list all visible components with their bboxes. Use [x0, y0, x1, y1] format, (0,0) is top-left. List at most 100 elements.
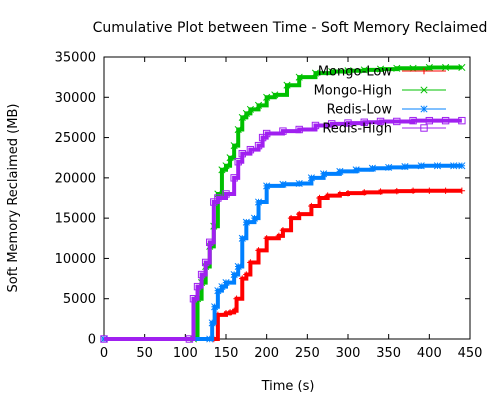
- data-point: [210, 198, 218, 206]
- data-point: [211, 303, 219, 311]
- data-point: [239, 275, 246, 282]
- data-point: [234, 262, 242, 271]
- x-axis: 0 50 100 150 200 250 300 350 400 450: [100, 57, 483, 361]
- data-point: [283, 81, 291, 89]
- data-point: [376, 65, 385, 73]
- data-point: [296, 210, 303, 218]
- legend-item: Mongo-High: [314, 84, 446, 99]
- data-point: [185, 335, 194, 343]
- data-point: [246, 105, 254, 113]
- x-tick-label: 350: [376, 346, 401, 361]
- data-point: [238, 149, 246, 158]
- data-point: [441, 116, 450, 125]
- data-point: [324, 192, 331, 199]
- data-point: [377, 188, 384, 195]
- data-point: [361, 189, 368, 196]
- data-point: [271, 91, 279, 99]
- data-point: [425, 116, 434, 125]
- data-point: [222, 279, 230, 287]
- data-point: [233, 295, 240, 302]
- data-point: [197, 270, 206, 279]
- data-point: [230, 174, 238, 182]
- x-tick-label: 300: [336, 346, 361, 361]
- x-tick-label: 250: [295, 346, 320, 361]
- data-point: [336, 190, 344, 198]
- data-point: [336, 167, 344, 175]
- data-point: [230, 307, 238, 314]
- data-point: [368, 164, 376, 172]
- data-point: [450, 162, 458, 170]
- plot-area: [103, 56, 471, 340]
- data-point: [246, 145, 255, 154]
- data-point: [458, 63, 466, 72]
- legend-item: Redis-High: [322, 122, 446, 137]
- data-point: [208, 319, 216, 327]
- chart-title: Cumulative Plot between Time - Soft Memo…: [93, 20, 488, 36]
- data-point: [279, 180, 287, 188]
- x-tick-label: 400: [417, 346, 442, 361]
- y-tick-label: 25000: [55, 131, 96, 146]
- series-layer: [100, 63, 466, 343]
- data-point: [458, 162, 466, 170]
- data-point: [295, 179, 303, 188]
- legend-item: Redis-Low: [327, 103, 446, 118]
- data-point: [230, 270, 238, 279]
- data-point: [254, 141, 263, 150]
- data-point: [385, 163, 393, 171]
- data-point: [287, 214, 295, 222]
- data-point: [234, 158, 242, 166]
- legend-label: Redis-Low: [327, 103, 393, 118]
- data-point: [311, 121, 320, 130]
- data-point: [360, 66, 368, 74]
- y-tick-label: 20000: [55, 171, 96, 186]
- data-point: [425, 63, 433, 72]
- y-tick-label: 5000: [63, 292, 96, 307]
- data-point: [344, 119, 352, 127]
- data-point: [279, 127, 287, 135]
- data-point: [458, 187, 466, 194]
- data-point: [344, 189, 352, 197]
- data-point: [254, 198, 263, 206]
- series-line: [104, 118, 462, 341]
- data-point: [393, 64, 401, 72]
- data-point: [409, 187, 417, 194]
- x-tick-label: 450: [458, 346, 483, 361]
- x-tick-label: 50: [136, 346, 153, 361]
- y-axis-label: Soft Memory Reclaimed (MB): [6, 104, 21, 293]
- y-tick-label: 35000: [55, 51, 96, 66]
- x-tick-label: 100: [173, 346, 198, 361]
- legend-item: Mongo-Low: [318, 65, 446, 80]
- data-point: [328, 67, 336, 76]
- data-point: [226, 309, 234, 316]
- data-point: [352, 166, 360, 174]
- data-point: [234, 125, 242, 134]
- data-point: [263, 182, 271, 190]
- data-point: [100, 335, 108, 343]
- data-point: [344, 67, 352, 75]
- data-point: [206, 238, 214, 247]
- legend-marker: [420, 124, 428, 132]
- data-point: [401, 163, 409, 171]
- y-tick-label: 30000: [55, 91, 96, 106]
- data-point: [255, 247, 262, 254]
- data-point: [222, 310, 230, 317]
- data-point: [295, 125, 303, 134]
- data-point: [214, 287, 222, 295]
- data-point: [308, 202, 315, 210]
- y-tick-label: 15000: [55, 212, 96, 227]
- data-point: [201, 258, 210, 267]
- x-tick-label: 200: [254, 346, 279, 361]
- data-point: [206, 335, 214, 343]
- data-point: [295, 73, 303, 81]
- y-tick-label: 10000: [55, 252, 96, 267]
- data-point: [442, 63, 450, 72]
- data-point: [279, 227, 287, 234]
- series-mongo-low: [100, 187, 466, 343]
- legend: Mongo-Low Mongo-High Redis-Low Redis-High: [314, 65, 446, 137]
- legend-label: Redis-High: [322, 122, 392, 137]
- data-point: [409, 64, 417, 72]
- data-point: [262, 129, 271, 138]
- series-redis-high: [100, 116, 466, 343]
- x-tick-label: 150: [214, 346, 239, 361]
